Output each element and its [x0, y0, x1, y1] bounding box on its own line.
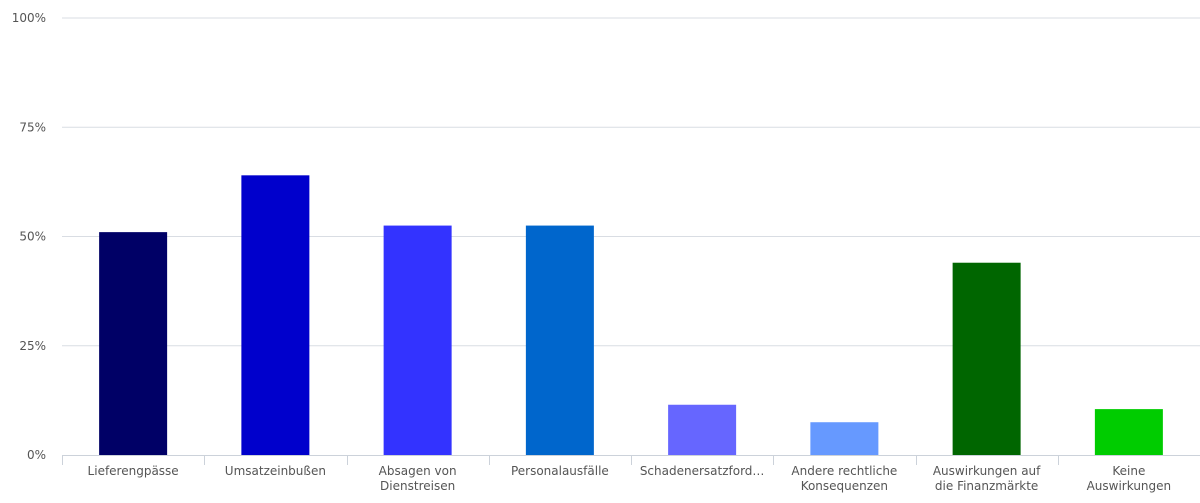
bar[interactable]	[668, 404, 737, 455]
bars	[99, 175, 1163, 455]
bar[interactable]	[241, 175, 310, 455]
y-tick-label: 25%	[19, 339, 46, 353]
grid-lines	[62, 17, 1200, 347]
x-tick-label: Personalausfälle	[511, 464, 609, 478]
x-tick-label: Andere rechtliche Konsequenzen	[791, 464, 897, 493]
y-tick-label: 50%	[19, 230, 46, 244]
bar[interactable]	[383, 225, 452, 455]
x-tick-label: Lieferengpässe	[88, 464, 179, 478]
bar[interactable]	[99, 232, 168, 455]
y-tick-label: 100%	[12, 11, 46, 25]
x-tick-label: Absagen von Dienstreisen	[379, 464, 457, 493]
x-tick-label: Umsatzeinbußen	[225, 464, 326, 478]
y-tick-label: 0%	[27, 448, 46, 462]
x-tick-label: Auswirkungen auf die Finanzmärkte	[933, 464, 1041, 493]
y-tick-label: 75%	[19, 120, 46, 134]
x-axis	[62, 455, 1200, 465]
bar[interactable]	[1094, 409, 1163, 455]
y-axis-ticks: 0% 25% 50% 75% 100%	[12, 11, 46, 462]
bar[interactable]	[952, 262, 1021, 455]
bar[interactable]	[810, 422, 879, 455]
bar[interactable]	[525, 225, 594, 455]
x-tick-label: Schadenersatzford…	[640, 464, 765, 478]
x-tick-label: Keine Auswirkungen	[1087, 464, 1172, 493]
x-axis-ticks: Lieferengpässe Umsatzeinbußen Absagen von D…	[88, 464, 1172, 493]
